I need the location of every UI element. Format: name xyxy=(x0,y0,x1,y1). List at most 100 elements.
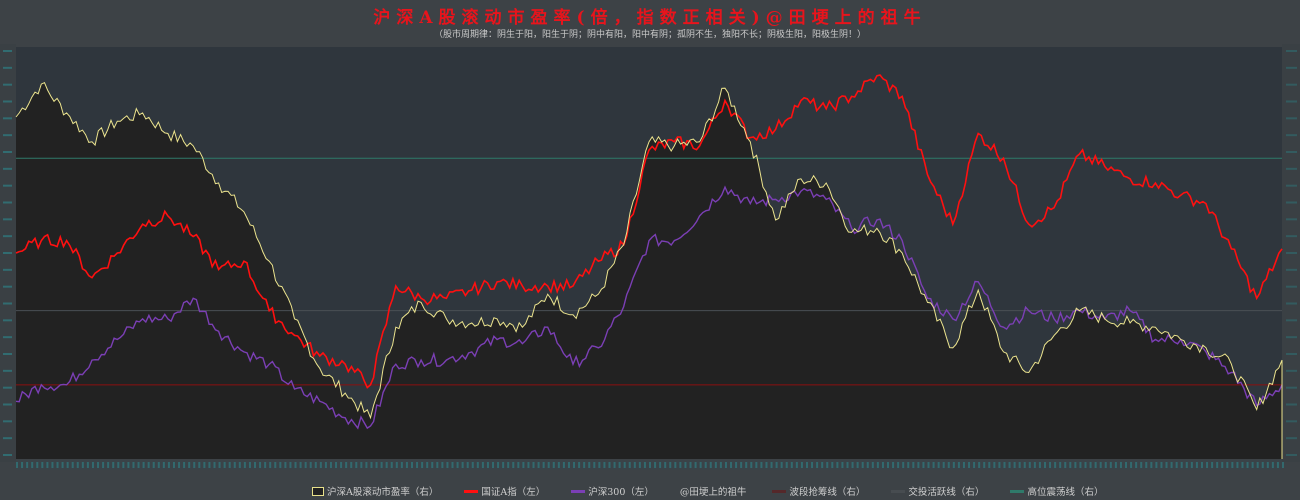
x-axis-tick-label xyxy=(86,462,89,468)
x-axis-tick-label xyxy=(790,462,793,468)
x-axis-tick-label xyxy=(1059,462,1062,468)
x-axis-tick-label xyxy=(937,462,940,468)
x-axis-tick-label xyxy=(573,462,576,468)
legend-item-author[interactable]: @田埂上的祖牛 xyxy=(680,484,747,498)
x-axis-tick-label xyxy=(345,462,348,468)
x-axis-tick-label xyxy=(1099,462,1102,468)
right-axis-tick-label xyxy=(1286,369,1297,372)
x-axis-tick-label xyxy=(654,462,657,468)
x-axis-tick-label xyxy=(1206,462,1209,468)
right-axis-tick-label xyxy=(1286,437,1297,440)
legend-label: 国证A指（左） xyxy=(481,487,546,498)
legend-item-pe[interactable]: 沪深A股滚动市盈率（右） xyxy=(312,484,438,498)
x-axis-tick-label xyxy=(1241,462,1244,468)
x-axis-tick-label xyxy=(254,462,257,468)
right-axis-tick-label xyxy=(1286,184,1297,187)
x-axis-tick-label xyxy=(750,462,753,468)
right-axis-tick-label xyxy=(1286,386,1297,389)
right-axis-tick-label xyxy=(1286,235,1297,238)
legend-line-icon xyxy=(464,489,479,493)
x-axis-tick-label xyxy=(1200,462,1203,468)
legend-item-index-a[interactable]: 国证A指（左） xyxy=(464,484,545,498)
legend-item-active-line[interactable]: 交投活跃线（右） xyxy=(891,484,984,498)
x-axis-tick-label xyxy=(973,462,976,468)
x-axis-tick-label xyxy=(952,462,955,468)
left-axis-tick-label xyxy=(3,100,12,103)
x-axis-tick-label xyxy=(91,462,94,468)
x-axis-tick-label xyxy=(183,462,186,468)
x-axis-tick-label xyxy=(583,462,586,468)
x-axis-tick-label xyxy=(998,462,1001,468)
x-axis-tick-label xyxy=(643,462,646,468)
right-axis-tick-label xyxy=(1286,218,1297,221)
left-axis-tick-label xyxy=(3,218,12,221)
x-axis-tick-label xyxy=(238,462,241,468)
left-axis-tick-label xyxy=(3,134,12,137)
legend-item-accumulate-line[interactable]: 波段抢筹线（右） xyxy=(772,484,865,498)
x-axis-tick-label xyxy=(922,462,925,468)
x-axis-tick-label xyxy=(1104,462,1107,468)
x-axis-tick-label xyxy=(416,462,419,468)
x-axis-tick-label xyxy=(132,462,135,468)
x-axis-tick-label xyxy=(638,462,641,468)
x-axis-tick-label xyxy=(593,462,596,468)
x-axis-tick-label xyxy=(1054,462,1057,468)
legend-item-csi300[interactable]: 沪深300（左） xyxy=(571,484,654,498)
x-axis-tick-label xyxy=(269,462,272,468)
x-axis-tick-label xyxy=(157,462,160,468)
x-axis-tick-label xyxy=(1271,462,1274,468)
x-axis-tick-label xyxy=(719,462,722,468)
right-axis-tick-label xyxy=(1286,319,1297,322)
x-axis-tick-label xyxy=(557,462,560,468)
x-axis-tick-label xyxy=(1028,462,1031,468)
x-axis-tick-label xyxy=(724,462,727,468)
x-axis-tick-label xyxy=(1125,462,1128,468)
right-axis-tick-label xyxy=(1286,420,1297,423)
x-axis-tick-label xyxy=(699,462,702,468)
left-axis-tick-label xyxy=(3,66,12,69)
left-axis-tick-label xyxy=(3,386,12,389)
x-axis-tick-label xyxy=(142,462,145,468)
x-axis-tick-label xyxy=(618,462,621,468)
x-axis-tick-label xyxy=(456,462,459,468)
x-axis-tick-label xyxy=(431,462,434,468)
left-axis-tick-label xyxy=(3,403,12,406)
x-axis-tick-label xyxy=(365,462,368,468)
csi300-line xyxy=(15,185,1283,430)
x-axis-tick-label xyxy=(983,462,986,468)
x-axis-tick-label xyxy=(360,462,363,468)
x-axis-tick-label xyxy=(294,462,297,468)
legend-item-high-osc-line[interactable]: 高位震荡线（右） xyxy=(1010,484,1103,498)
x-axis-tick-label xyxy=(765,462,768,468)
x-axis-tick-label xyxy=(56,462,59,468)
x-axis-tick-label xyxy=(284,462,287,468)
x-axis-tick-label xyxy=(167,462,170,468)
x-axis-tick-label xyxy=(785,462,788,468)
x-axis-tick-label xyxy=(805,462,808,468)
x-axis-tick-label xyxy=(542,462,545,468)
x-axis-tick-label xyxy=(41,462,44,468)
left-axis-tick-label xyxy=(3,285,12,288)
x-axis-tick-label xyxy=(527,462,530,468)
x-axis-tick-label xyxy=(466,462,469,468)
x-axis-tick-label xyxy=(942,462,945,468)
x-axis-tick-label xyxy=(223,462,226,468)
x-axis-tick-label xyxy=(1094,462,1097,468)
x-axis-tick-label xyxy=(694,462,697,468)
x-axis-tick-label xyxy=(233,462,236,468)
x-axis-tick-label xyxy=(649,462,651,468)
x-axis-tick-label xyxy=(324,462,327,468)
x-axis-tick-label xyxy=(228,462,231,468)
left-axis-tick-label xyxy=(3,369,12,372)
x-axis-tick-label xyxy=(36,462,39,468)
x-axis-tick-label xyxy=(740,462,743,468)
x-axis-tick-label xyxy=(512,462,515,468)
x-axis-tick-label xyxy=(309,462,312,468)
x-axis-tick-label xyxy=(66,462,69,468)
x-axis-tick-label xyxy=(426,462,429,468)
x-axis-tick-label xyxy=(1175,462,1178,468)
x-axis-tick-label xyxy=(51,462,54,468)
x-axis-tick-label xyxy=(517,462,520,468)
x-axis-tick-label xyxy=(836,462,839,468)
x-axis-tick-label xyxy=(755,462,758,468)
